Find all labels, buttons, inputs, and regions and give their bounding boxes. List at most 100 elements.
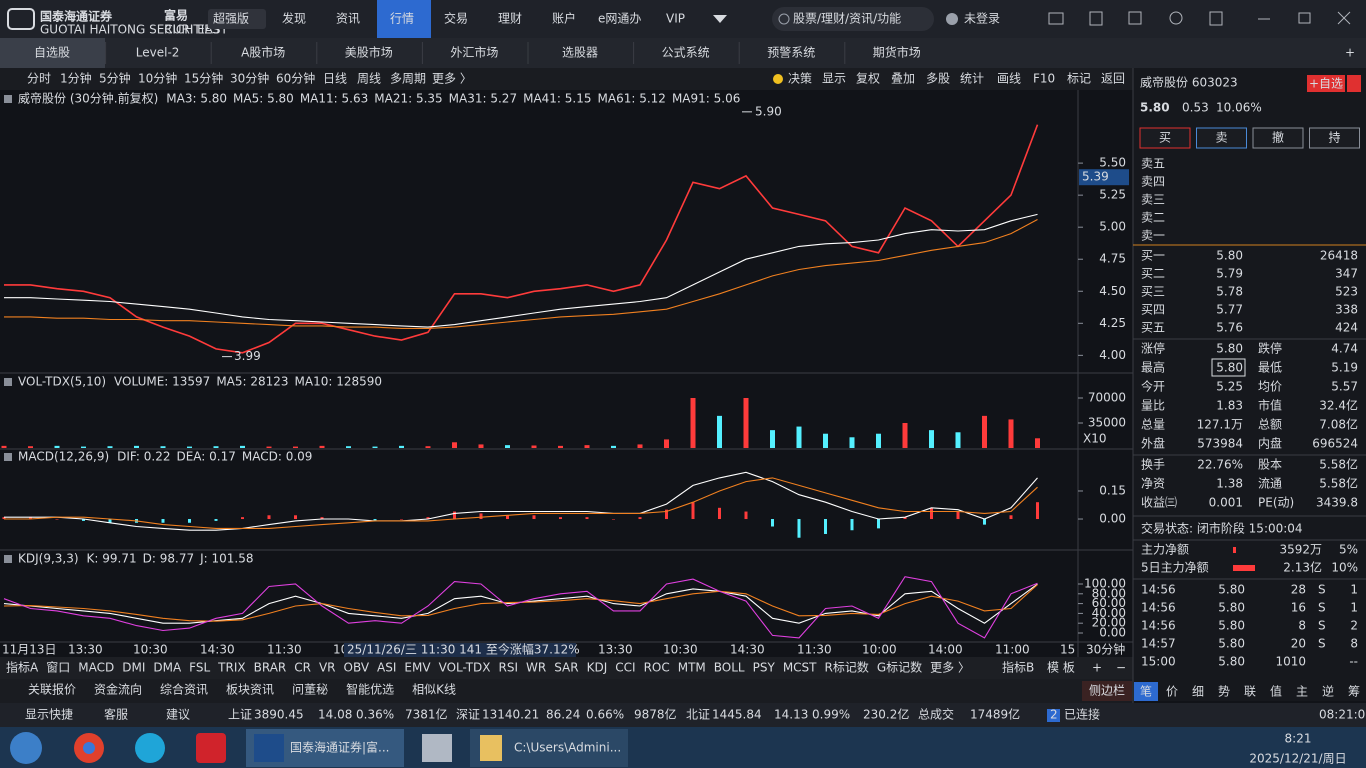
indicator-tab[interactable]: DMI [122,661,145,675]
menu-item[interactable]: e网通办 [598,11,641,26]
indicator-tab[interactable]: VOL-TDX [439,661,491,675]
menu-item[interactable]: 账户 [552,11,576,26]
menu-item[interactable]: 资讯 [336,12,360,26]
quote-tab[interactable]: 价 [1166,685,1178,699]
bottom-tab[interactable]: 综合资讯 [160,682,208,697]
sidebar[interactable]: 侧边栏 [1089,683,1125,698]
indicator-tab[interactable]: R标记数 [825,660,869,675]
indicator-tab[interactable]: VR [319,661,336,675]
tool[interactable]: 返回 [1101,72,1125,86]
tab[interactable]: Level-2 [136,46,180,60]
tab[interactable]: 选股器 [562,46,598,60]
quote-tab[interactable]: 值 [1270,684,1282,699]
tab[interactable]: 自选股 [34,46,70,60]
trade-button-label[interactable]: 持 [1328,130,1340,145]
indicator-tab[interactable]: KDJ [587,661,608,675]
indicator-tab[interactable]: FSL [189,661,210,675]
menu-item[interactable]: 理财 [498,12,522,26]
indicator-option[interactable]: 模 板 [1047,661,1075,675]
indicator-tab[interactable]: 窗口 [46,661,70,675]
edge-icon[interactable] [135,733,165,763]
trade-button-label[interactable]: 撤 [1272,130,1284,145]
indicator-option[interactable]: 指标B [1002,660,1034,675]
indicator-tab[interactable]: CR [294,661,311,675]
add-watch-drop[interactable] [1347,75,1361,92]
task-window-title[interactable]: 国泰海通证券|富... [290,740,390,755]
start-button[interactable] [10,732,42,764]
tool[interactable]: 统计 [960,72,984,86]
period[interactable]: 多周期 [390,72,426,86]
period[interactable]: 60分钟 [276,71,315,86]
indicator-tab[interactable]: G标记数 [877,660,922,675]
indicator-tab[interactable]: SAR [554,661,578,675]
quote-tab[interactable]: 筹 [1348,685,1360,699]
indicator-tab[interactable]: PSY [753,661,776,675]
indicator-tab[interactable]: BOLL [714,661,745,675]
trade-button[interactable] [1139,127,1191,149]
trade-button-label[interactable]: 买 [1159,131,1171,145]
menu-item[interactable]: 交易 [444,11,468,26]
menu-item[interactable]: 发现 [282,11,306,26]
indicator-tab[interactable]: RSI [499,661,519,675]
tab[interactable]: A股市场 [241,45,285,60]
menu-item[interactable]: 行情 [390,12,414,26]
tool[interactable]: 决策 [788,72,812,86]
task-icon[interactable] [422,734,452,762]
bottom-tab[interactable]: 相似K线 [412,683,456,697]
tool[interactable]: F10 [1033,72,1055,86]
dropdown-icon[interactable] [713,15,727,23]
period[interactable]: 30分钟 [230,71,269,86]
period[interactable]: 5分钟 [99,71,131,86]
indicator-tab[interactable]: OBV [344,661,370,675]
bottom-tab[interactable]: 关联报价 [28,682,76,697]
indicator-option[interactable]: + [1092,661,1102,675]
indicator-tab[interactable]: MCST [783,661,817,675]
indicator-tab[interactable]: WR [526,661,546,675]
app-icon[interactable] [196,733,226,763]
tool[interactable]: 叠加 [891,72,915,86]
menu-item[interactable]: VIP [666,12,685,26]
quote-tab[interactable]: 细 [1192,685,1204,699]
quote-tab[interactable]: 逆 [1322,684,1334,699]
period[interactable]: 1分钟 [60,71,92,86]
indicator-option[interactable]: − [1116,661,1126,675]
quote-tab[interactable]: 联 [1244,685,1256,699]
indicator-tab[interactable]: BRAR [254,661,287,675]
indicator-tab[interactable]: DMA [153,661,182,675]
period[interactable]: 周线 [357,72,381,86]
tool[interactable]: 多股 [926,72,950,86]
tab[interactable]: 外汇市场 [450,45,498,60]
indicator-tab[interactable]: 更多 〉 [930,661,970,675]
add-watch[interactable] [1307,75,1345,92]
bottom-tab[interactable]: 板块资讯 [226,683,274,697]
period[interactable]: 更多 〉 [432,72,472,86]
period[interactable]: 日线 [323,72,347,86]
period[interactable]: 分时 [27,72,51,86]
period[interactable]: 10分钟 [138,71,177,86]
trade-button[interactable] [1309,127,1360,149]
tab[interactable]: 期货市场 [873,45,921,60]
tool[interactable]: 复权 [856,72,880,86]
quote-tab[interactable]: 主 [1296,685,1308,699]
quote-tab[interactable]: 势 [1218,685,1230,699]
trade-button[interactable] [1252,127,1304,149]
bottom-tab[interactable]: 智能优选 [346,682,394,697]
search-box[interactable] [772,7,934,31]
tool[interactable]: 显示 [822,72,846,86]
indicator-tab[interactable]: MTM [678,661,706,675]
indicator-tab[interactable]: CCI [615,661,635,675]
task-window-title[interactable]: C:\Users\Admini... [514,741,621,755]
trade-button-label[interactable]: 卖 [1215,131,1227,145]
tool[interactable]: 标记 [1067,72,1091,86]
bottom-tab[interactable]: 问董秘 [292,683,328,697]
indicator-tab[interactable]: EMV [404,661,431,675]
tool[interactable]: 画线 [997,72,1021,86]
login[interactable]: 未登录 [964,11,1000,26]
tab[interactable]: 公式系统 [662,46,710,60]
indicator-tab[interactable]: ROC [644,661,670,675]
add-watch-label[interactable]: +自选 [1309,77,1343,91]
indicator-tab[interactable]: 指标A [6,660,39,675]
indicator-tab[interactable]: MACD [78,661,114,675]
bottom-tab[interactable]: 资金流向 [94,682,142,697]
tab[interactable]: 美股市场 [345,45,393,60]
